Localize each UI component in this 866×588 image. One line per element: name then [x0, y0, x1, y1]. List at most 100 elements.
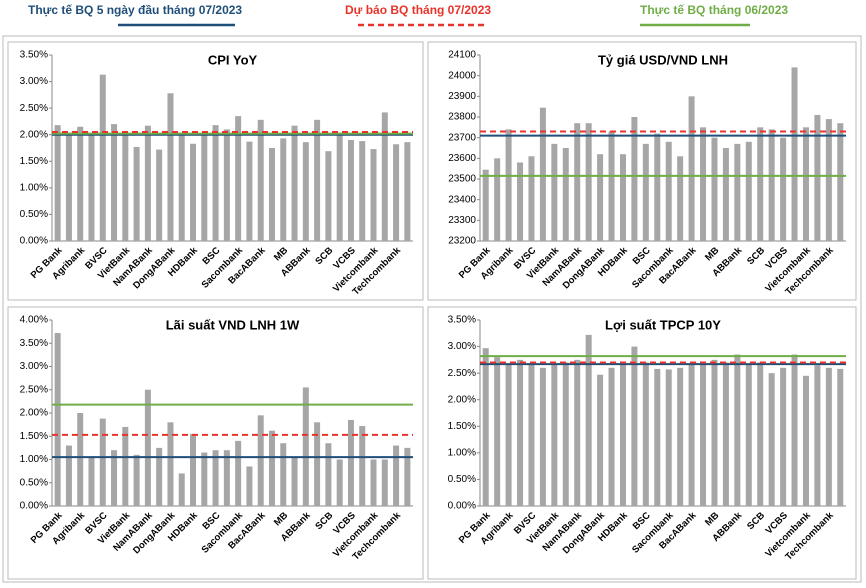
y-tick-label: 0.50%	[20, 209, 48, 220]
bar	[404, 142, 411, 241]
y-tick-label: 3.50%	[20, 50, 48, 61]
y-tick-label: 23500	[448, 174, 476, 185]
bar	[257, 415, 264, 506]
bar	[837, 123, 844, 241]
bar	[768, 129, 775, 241]
y-tick-label: 23200	[448, 236, 476, 247]
bar	[65, 134, 72, 241]
bar	[562, 148, 569, 241]
bar	[539, 107, 546, 241]
y-tick-label: 1.00%	[20, 182, 48, 193]
bar	[711, 137, 718, 241]
bar	[280, 443, 287, 506]
bar	[780, 137, 787, 241]
y-tick-label: 23700	[448, 132, 476, 143]
y-tick-label: 2.00%	[20, 129, 48, 140]
bar	[745, 363, 752, 506]
bar	[54, 333, 61, 506]
bar	[370, 459, 377, 506]
bar	[190, 143, 197, 241]
chart-title: Lãi suất VND LNH 1W	[166, 317, 300, 332]
bar	[77, 413, 84, 506]
bar	[688, 363, 695, 506]
bar	[122, 134, 129, 241]
bar	[212, 125, 219, 241]
bar	[631, 117, 638, 241]
legend-label: Dự báo BQ tháng 07/2023	[345, 3, 491, 17]
y-tick-label: 3.00%	[20, 361, 48, 372]
bar	[359, 141, 366, 241]
y-tick-label: 23600	[448, 153, 476, 164]
bar	[551, 363, 558, 506]
y-tick-label: 0.50%	[448, 474, 476, 485]
bar	[381, 459, 388, 506]
bar	[814, 114, 821, 241]
bar	[677, 156, 684, 241]
bar	[654, 133, 661, 241]
bar	[597, 154, 604, 241]
bar	[665, 369, 672, 506]
y-tick-label: 1.50%	[20, 156, 48, 167]
bar	[768, 373, 775, 506]
y-tick-label: 23800	[448, 112, 476, 123]
bar	[608, 367, 615, 506]
bar	[370, 149, 377, 241]
bar	[665, 141, 672, 241]
bar	[677, 367, 684, 506]
bar	[99, 74, 106, 241]
bar	[642, 143, 649, 241]
y-tick-label: 23400	[448, 194, 476, 205]
bar	[700, 127, 707, 241]
bar	[381, 112, 388, 241]
bar	[111, 124, 118, 241]
y-tick-label: 1.00%	[448, 447, 476, 458]
y-tick-label: 1.50%	[448, 421, 476, 432]
y-tick-label: 23300	[448, 215, 476, 226]
bar	[654, 368, 661, 506]
y-tick-label: 3.00%	[20, 76, 48, 87]
outer-frame	[2, 35, 862, 583]
bar	[574, 123, 581, 241]
bar	[99, 418, 106, 506]
bar	[133, 146, 140, 241]
bar	[574, 359, 581, 506]
bar	[302, 142, 309, 241]
bar	[257, 119, 264, 241]
y-tick-label: 2.00%	[448, 394, 476, 405]
y-tick-label: 0.00%	[448, 501, 476, 512]
bar	[551, 143, 558, 241]
bar	[482, 169, 489, 241]
bar	[757, 127, 764, 241]
y-tick-label: 2.50%	[448, 368, 476, 379]
bar	[528, 156, 535, 241]
bar	[528, 363, 535, 506]
bar	[268, 148, 275, 241]
bar	[54, 125, 61, 241]
bar	[711, 359, 718, 506]
bar	[223, 129, 230, 241]
bar	[201, 134, 208, 241]
bar	[517, 359, 524, 506]
bar	[280, 138, 287, 241]
bar	[734, 143, 741, 241]
bar	[314, 422, 321, 506]
bar	[631, 346, 638, 506]
bar	[688, 96, 695, 241]
bar	[212, 450, 219, 506]
bar	[539, 367, 546, 506]
y-tick-label: 3.50%	[20, 338, 48, 349]
bar	[235, 116, 242, 241]
y-tick-label: 0.50%	[20, 477, 48, 488]
bar	[359, 426, 366, 506]
bar	[722, 148, 729, 241]
bar	[336, 134, 343, 241]
bar	[325, 151, 332, 241]
bar	[156, 447, 163, 506]
bar	[65, 445, 72, 506]
bar	[156, 149, 163, 241]
bar	[167, 422, 174, 506]
bar	[393, 144, 400, 241]
bar	[825, 367, 832, 506]
bar	[77, 126, 84, 241]
